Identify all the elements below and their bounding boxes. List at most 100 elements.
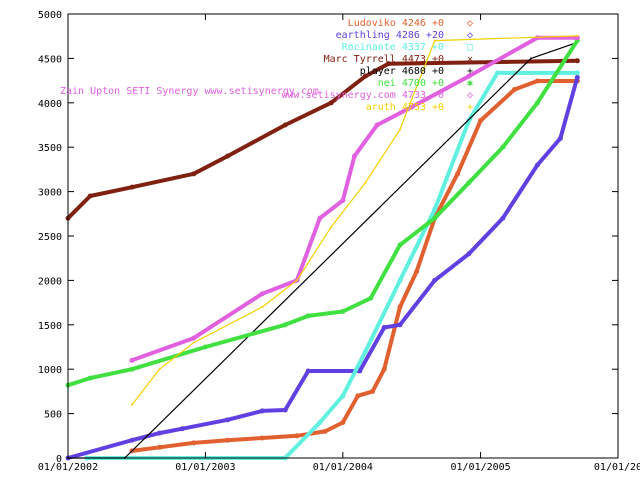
series-point <box>261 306 264 309</box>
series-line-5 <box>66 38 580 388</box>
series-point <box>129 437 135 443</box>
series-point <box>381 324 387 330</box>
series-point <box>282 322 288 328</box>
legend-entry-label: aruth 4753 +0 <box>366 102 444 113</box>
legend-symbol: ◇ <box>467 90 473 101</box>
y-tick-label: 5000 <box>38 10 62 21</box>
y-tick-label: 3500 <box>38 143 62 154</box>
series-point <box>322 428 328 434</box>
series-point <box>534 78 540 84</box>
x-tick-label: 01/01/2002 <box>38 462 98 473</box>
y-tick-label: 0 <box>56 454 62 465</box>
series-point <box>574 58 580 64</box>
series-point <box>576 34 579 37</box>
series-line-3 <box>66 58 580 221</box>
series-point <box>374 122 380 128</box>
series-point <box>362 73 368 79</box>
series-point <box>500 215 506 221</box>
series-point <box>129 184 135 190</box>
y-tick-label: 2000 <box>38 276 62 287</box>
series-point <box>534 162 540 168</box>
legend-symbol: + <box>467 102 473 113</box>
series-point <box>328 100 334 106</box>
legend-symbol: ✱ <box>467 78 473 89</box>
series-point <box>557 135 563 141</box>
y-tick-label: 1000 <box>38 365 62 376</box>
series-point <box>259 291 265 297</box>
y-tick-label: 2500 <box>38 232 62 243</box>
series-point <box>432 215 438 221</box>
legend-symbol: ◇ <box>467 30 473 41</box>
series-layer <box>65 34 580 461</box>
series-line-6 <box>130 35 580 363</box>
series-point <box>357 368 363 374</box>
series-point <box>414 269 420 275</box>
series-point <box>370 388 376 394</box>
series-point <box>305 368 311 374</box>
series-point <box>330 226 333 229</box>
series-point <box>129 357 135 363</box>
legend-entry-label: Marc Tyrrell 4473 +0 <box>324 54 444 65</box>
series-point <box>317 215 323 221</box>
series-point <box>355 393 361 399</box>
series-line-7 <box>131 35 578 406</box>
series-point <box>202 344 208 350</box>
series-point <box>351 153 357 159</box>
x-tick-label: 01/01/2005 <box>450 462 510 473</box>
chart-annotation: Zain Upton SETI Synergy www.setisynergy.… <box>60 86 319 97</box>
series-point <box>340 419 346 425</box>
series-point <box>129 366 135 372</box>
series-point <box>225 437 231 443</box>
series-point <box>511 86 517 92</box>
series-point <box>500 144 506 150</box>
series-point <box>282 122 288 128</box>
series-point <box>385 61 391 67</box>
series-point <box>574 74 580 80</box>
series-point <box>466 73 472 79</box>
series-point <box>495 70 501 76</box>
series-point <box>432 277 438 283</box>
series-point <box>295 279 298 282</box>
series-point <box>259 435 265 441</box>
series-point <box>433 39 436 42</box>
y-tick-label: 1500 <box>38 321 62 332</box>
series-point <box>466 180 472 186</box>
series-point <box>305 313 311 319</box>
legend-symbol: + <box>467 66 473 77</box>
series-point <box>478 118 484 124</box>
x-tick-label: 01/01/20 <box>594 462 640 473</box>
series-point <box>397 277 403 283</box>
series-point <box>397 322 403 328</box>
legend-symbol: ◇ <box>467 18 473 29</box>
series-line-2 <box>84 70 580 460</box>
legend-symbol: □ <box>467 42 473 53</box>
series-point <box>362 348 368 354</box>
series-point <box>364 181 367 184</box>
series-point <box>179 426 185 432</box>
axis-layer: 0 500 1000 1500 2000 2500 3000 3500 4000 4500 5000… <box>38 10 640 473</box>
y-tick-label: 4000 <box>38 99 62 110</box>
legend-entry-label: www.setisynergy.com 4733 +0 <box>281 90 444 101</box>
series-point <box>87 193 93 199</box>
x-tick-label: 01/01/2003 <box>175 462 235 473</box>
series-point <box>455 171 461 177</box>
legend-entry-label: Rocinante 4337 +0 <box>342 42 444 53</box>
series-point <box>534 100 540 106</box>
series-point <box>191 335 197 341</box>
legend-entry-label: Ludoviko 4246 +0 <box>348 18 444 29</box>
series-point <box>466 251 472 257</box>
series-point <box>574 70 580 76</box>
series-point <box>259 408 265 414</box>
legend-entry-label: earthling 4286 +20 <box>336 30 444 41</box>
series-point <box>294 433 300 439</box>
series-point <box>225 153 231 159</box>
series-point <box>225 417 231 423</box>
series-point <box>191 171 197 177</box>
series-point <box>368 295 374 301</box>
series-point <box>192 341 195 344</box>
y-tick-label: 4500 <box>38 54 62 65</box>
series-point <box>381 366 387 372</box>
y-tick-label: 500 <box>44 410 62 421</box>
